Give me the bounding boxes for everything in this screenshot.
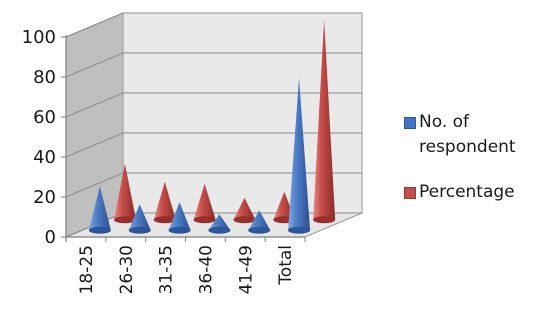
legend-swatch-blue: [404, 117, 416, 129]
cone-body: [88, 186, 111, 231]
cone-body: [128, 204, 151, 231]
cone-base: [248, 226, 271, 234]
data-cones: [88, 19, 336, 234]
legend-label-percentage: Percentage: [419, 182, 515, 202]
legend-item-respondent: No. of respondent: [404, 110, 542, 160]
cone-body: [168, 202, 191, 231]
cone-body: [153, 181, 176, 220]
y-tick-label: 60: [33, 107, 56, 128]
cone-body: [113, 163, 136, 220]
cone-body: [288, 78, 311, 231]
x-tick-label: 36-40: [196, 245, 216, 294]
cone-respondent-36-40: [208, 214, 231, 234]
cone-respondent-Total: [288, 78, 311, 234]
cone-base: [193, 216, 216, 224]
cone-base: [113, 216, 136, 224]
legend: No. of respondent Percentage: [404, 110, 542, 225]
cone-base: [128, 226, 151, 234]
cone-body: [208, 214, 231, 231]
cone-base: [88, 226, 111, 234]
cone-respondent-41-49: [248, 210, 271, 234]
gridline: [65, 52, 362, 78]
cone-respondent-18-25: [88, 186, 111, 234]
x-tick-label: 18-25: [77, 245, 97, 294]
cone-percentage-18-25: [113, 163, 136, 224]
legend-label-respondent: No. of respondent: [419, 112, 516, 157]
gridline: [65, 12, 362, 38]
gridline: [65, 172, 362, 198]
legend-item-percentage: Percentage: [404, 180, 542, 205]
cone-percentage-36-40: [233, 197, 256, 224]
cone-base: [233, 216, 256, 224]
y-axis-ticks: 0 20 40 60 80 100: [22, 27, 66, 248]
x-tick-label: 31-35: [157, 245, 177, 294]
cone-body: [233, 197, 256, 220]
cone-body: [193, 183, 216, 220]
cone-respondent-26-30: [128, 204, 151, 234]
gridline: [65, 132, 362, 158]
y-tick-label: 0: [45, 227, 56, 248]
y-tick-label: 100: [22, 27, 56, 48]
cone-percentage-31-35: [193, 183, 216, 224]
chart-left-wall: [65, 12, 124, 238]
x-tick-label: 26-30: [117, 245, 137, 294]
cone-base: [153, 216, 176, 224]
y-tick-label: 40: [33, 147, 56, 168]
cone-body: [313, 19, 336, 220]
x-tick-label: 41-49: [236, 245, 256, 294]
y-tick-label: 80: [33, 67, 56, 88]
gridline: [65, 92, 362, 118]
cone-base: [208, 226, 231, 234]
cone-respondent-31-35: [168, 202, 191, 234]
y-tick-label: 20: [33, 187, 56, 208]
cone-percentage-26-30: [153, 181, 176, 224]
x-axis-ticks: 18-25 26-30 31-35 36-40 41-49 Total: [65, 237, 306, 294]
cone-body: [248, 210, 271, 231]
cone-base: [168, 226, 191, 234]
cone-base: [288, 226, 311, 234]
x-tick-label: Total: [276, 245, 296, 286]
legend-swatch-red: [404, 187, 416, 199]
cone-base: [313, 216, 336, 224]
cone-percentage-Total: [313, 19, 336, 224]
